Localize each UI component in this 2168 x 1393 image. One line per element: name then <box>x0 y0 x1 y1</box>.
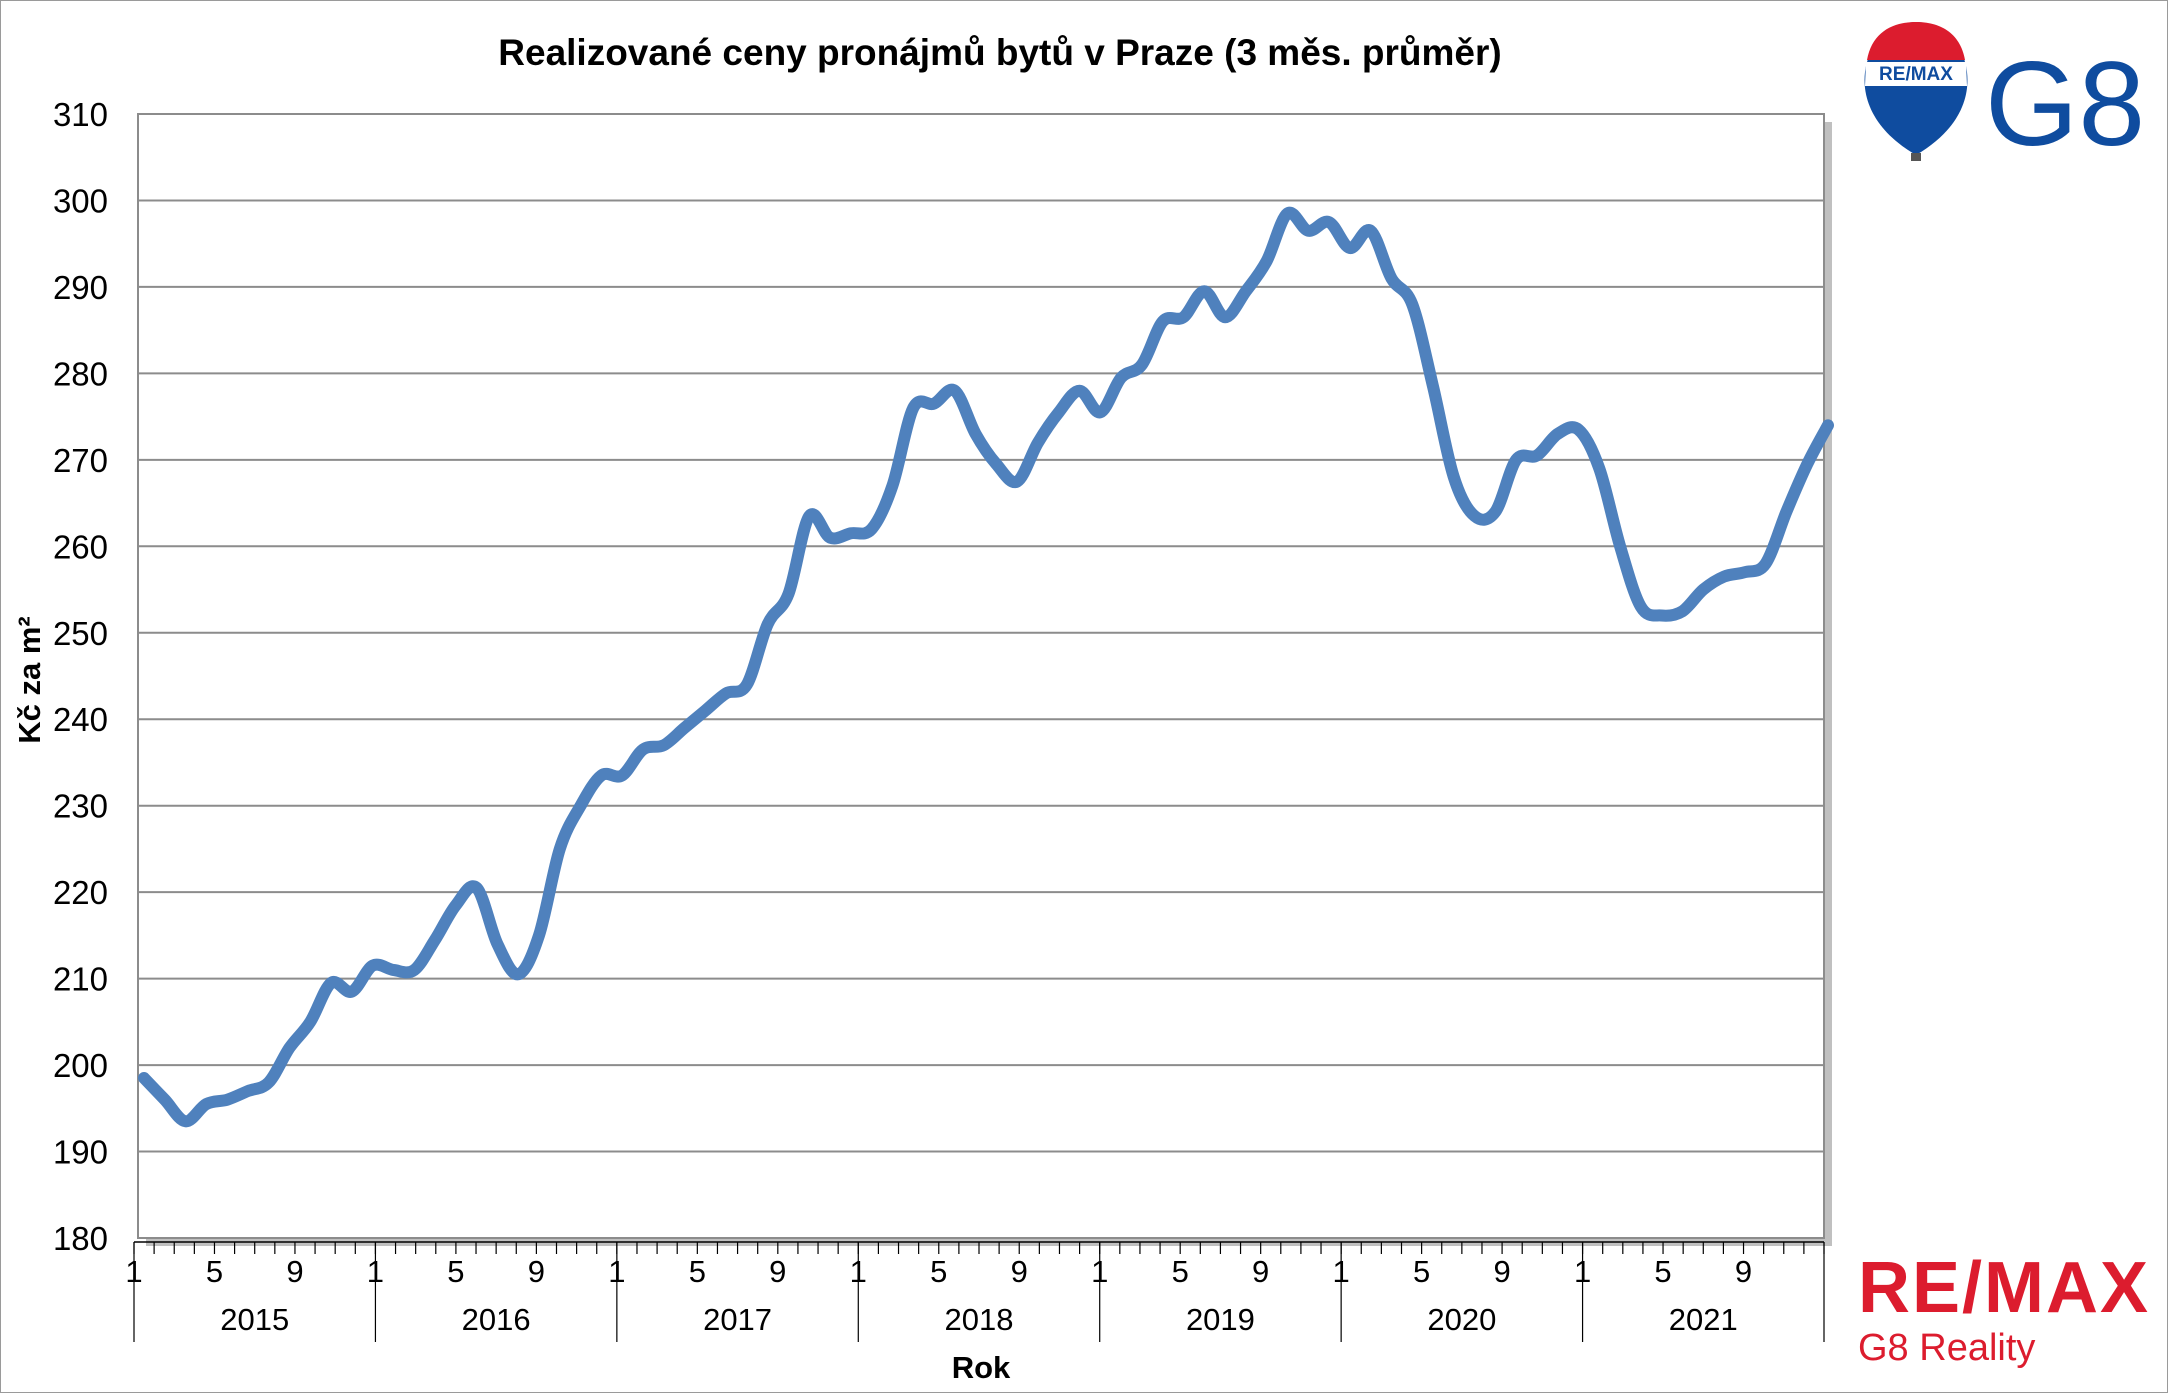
year-label: 2015 <box>220 1302 289 1337</box>
remax-wordmark: RE/MAX <box>1858 1248 2151 1328</box>
y-tick-label: 220 <box>53 874 108 911</box>
y-axis-tick-labels: 180 190 200 210 220 230 240 250 260 270 280 290 300 3… <box>53 96 108 1257</box>
y-tick-label: 180 <box>53 1220 108 1257</box>
y-tick-label: 270 <box>53 442 108 479</box>
year-label: 2016 <box>462 1302 531 1337</box>
plot-area <box>137 113 1825 1239</box>
balloon-basket <box>1911 153 1921 161</box>
x-tick-label: 5 <box>1413 1254 1430 1289</box>
x-tick-label: 5 <box>206 1254 223 1289</box>
gridlines <box>138 113 1824 1153</box>
balloon-white-band <box>1865 62 1967 86</box>
x-tick-label: 9 <box>1252 1254 1269 1289</box>
y-axis-label: Kč za m² <box>12 616 47 743</box>
y-tick-label: 210 <box>53 961 108 998</box>
x-axis-label: Rok <box>952 1350 1011 1385</box>
x-tick-label: 5 <box>1654 1254 1671 1289</box>
y-tick-label: 290 <box>53 269 108 306</box>
x-tick-label: 9 <box>1735 1254 1752 1289</box>
chart-title: Realizované ceny pronájmů bytů v Praze (… <box>498 32 1501 73</box>
balloon-top-stripe <box>1867 22 1965 60</box>
year-label: 2019 <box>1186 1302 1255 1337</box>
year-label: 2018 <box>945 1302 1014 1337</box>
remax-balloon-logo: RE/MAX G8 <box>1864 22 2145 171</box>
x-tick-label: 9 <box>1011 1254 1028 1289</box>
remax-subtitle: G8 Reality <box>1858 1327 2036 1369</box>
series-layer <box>138 206 1834 1128</box>
g8-logo-text: G8 <box>1985 37 2145 171</box>
x-tick-label: 9 <box>1493 1254 1510 1289</box>
x-tick-label: 5 <box>689 1254 706 1289</box>
y-tick-label: 200 <box>53 1047 108 1084</box>
balloon-text: RE/MAX <box>1879 64 1953 85</box>
x-tick-label: 9 <box>528 1254 545 1289</box>
y-tick-label: 260 <box>53 528 108 565</box>
y-tick-label: 300 <box>53 182 108 219</box>
x-tick-label: 5 <box>930 1254 947 1289</box>
remax-footer-logo: RE/MAX G8 Reality <box>1858 1252 2148 1370</box>
x-tick-label: 5 <box>1172 1254 1189 1289</box>
y-tick-label: 310 <box>53 96 108 133</box>
series-line <box>138 206 1834 1128</box>
x-tick-label: 5 <box>447 1254 464 1289</box>
year-label: 2021 <box>1669 1302 1738 1337</box>
year-label: 2017 <box>703 1302 772 1337</box>
y-tick-label: 190 <box>53 1134 108 1171</box>
year-label: 2020 <box>1427 1302 1496 1337</box>
y-tick-label: 250 <box>53 615 108 652</box>
x-tick-label: 9 <box>286 1254 303 1289</box>
y-tick-label: 240 <box>53 701 108 738</box>
y-tick-label: 230 <box>53 788 108 825</box>
y-tick-label: 280 <box>53 355 108 392</box>
x-tick-label: 9 <box>769 1254 786 1289</box>
